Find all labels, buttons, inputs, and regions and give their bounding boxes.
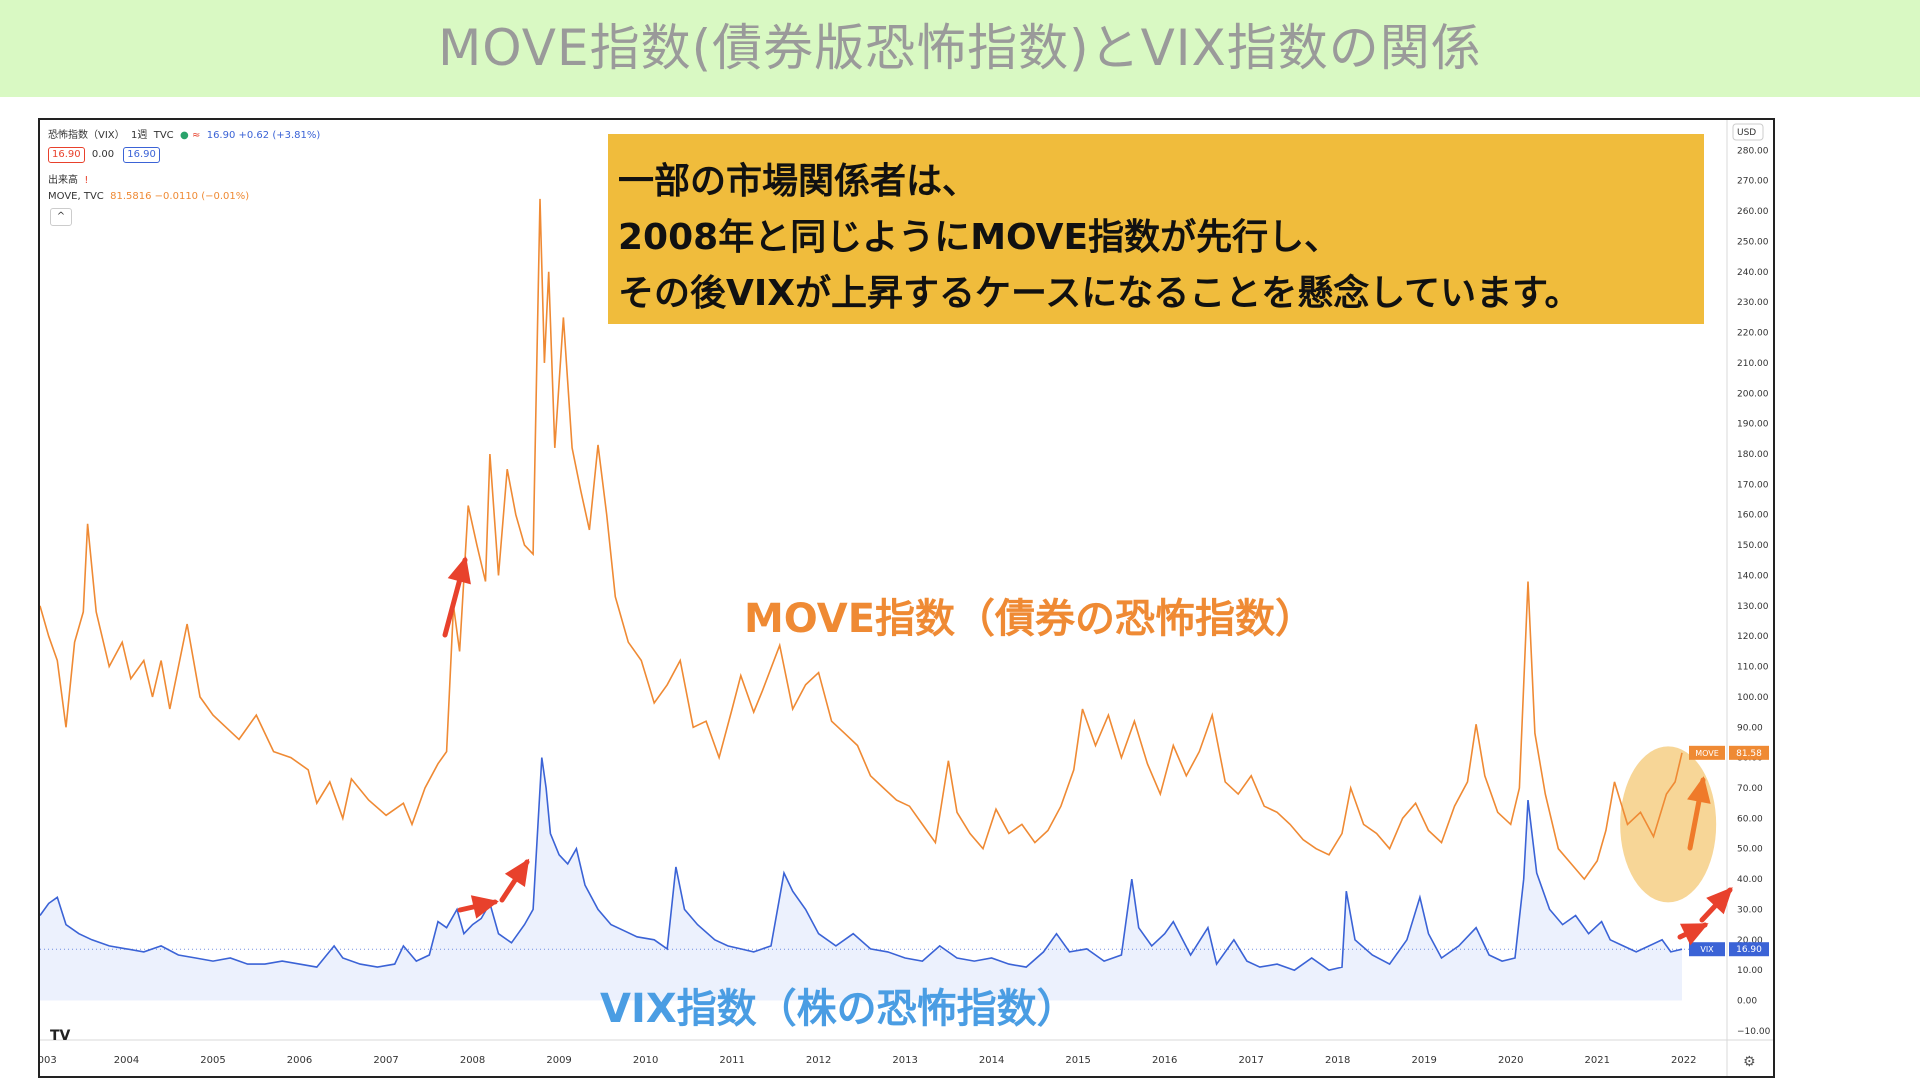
ask-box[interactable]: 16.90 [123,147,160,163]
x-tick-label: 2018 [1325,1055,1350,1066]
currency-selector[interactable] [1732,123,1764,141]
y-tick-label: 190.00 [1737,420,1769,430]
x-tick-label: 2019 [1411,1055,1436,1066]
legend-interval[interactable]: 1週 [131,130,148,141]
y-tick-label: 20.00 [1737,936,1763,946]
page-title: MOVE指数(債券版恐怖指数)とVIX指数の関係 [438,19,1482,77]
x-tick-label: 2017 [1238,1055,1263,1066]
x-tick-label: 2011 [719,1055,744,1066]
move-value-text: 81.58 [1736,749,1762,759]
volume-alert-icon[interactable]: ! [84,175,89,186]
legend-row-4: MOVE, TVC 81.5816 −0.0110 (−0.01%) [48,191,249,202]
collapse-legend-button[interactable]: ^ [50,208,72,226]
y-tick-label: 260.00 [1737,207,1769,217]
y-tick-label: 10.00 [1737,966,1763,976]
waves-icon: ≈ [191,130,201,141]
arrow-vix-2022-a-head [1679,923,1709,946]
x-tick-label: 2009 [546,1055,571,1066]
x-tick-label: 2007 [373,1055,398,1066]
vix-series-label: VIX指数（株の恐怖指数） [600,986,1077,1032]
x-tick-label: 2006 [287,1055,312,1066]
y-tick-label: 0.00 [1737,997,1757,1007]
volume-label: 出来高 [48,175,78,186]
y-tick-label: 220.00 [1737,329,1769,339]
y-tick-label: 230.00 [1737,298,1769,308]
chevron-up-icon: ^ [56,211,66,222]
y-tick-label: 70.00 [1737,784,1763,794]
move-value-tag [1729,745,1769,760]
title-band [0,0,1920,97]
tradingview-logo[interactable]: TV [50,1028,71,1044]
y-tick-label: 180.00 [1737,450,1769,460]
legend-row-1: 恐怖指数（VIX） 1週 TVC ● ≈ 16.90 +0.62 (+3.81%… [48,126,320,141]
y-tick-label: 240.00 [1737,268,1769,278]
x-tick-label: 2010 [633,1055,658,1066]
callout-box: 一部の市場関係者は、 2008年と同じようにMOVE指数が先行し、 その後VIX… [608,134,1704,324]
arrow-move-2008-head [447,556,471,585]
vix-name-text: VIX [1700,945,1714,954]
move-legend[interactable]: MOVE, TVC [48,191,104,202]
y-tick-label: 250.00 [1737,237,1769,247]
y-tick-label: 130.00 [1737,602,1769,612]
x-tick-label: 2021 [1585,1055,1610,1066]
x-tick-label: 2020 [1498,1055,1523,1066]
x-tick-label: 2015 [1065,1055,1090,1066]
vix-series-line[interactable] [40,757,1683,972]
arrow-vix-2008-b-head [504,858,530,887]
x-tick-label: 2005 [200,1055,225,1066]
callout-line-3: その後VIXが上昇するケースになることを懸念しています。 [618,273,1581,314]
move-quote: 81.5816 −0.0110 (−0.01%) [110,191,250,202]
y-tick-label: 210.00 [1737,359,1769,369]
arrow-vix-2008-a-head [470,895,499,919]
legend-source: TVC [153,130,174,141]
arrow-vix-2022-b-head [1706,887,1733,915]
y-tick-label: 200.00 [1737,389,1769,399]
callout-line-2: 2008年と同じようにMOVE指数が先行し、 [618,217,1341,258]
currency-label: USD [1737,128,1756,138]
x-tick-label: 2012 [806,1055,831,1066]
x-tick-label: 2008 [460,1055,485,1066]
y-tick-label: 280.00 [1737,146,1769,156]
y-tick-label: 140.00 [1737,571,1769,581]
highlight-ellipse [1620,746,1717,903]
y-tick-label: 100.00 [1737,693,1769,703]
gear-icon[interactable]: ⚙ [1743,1054,1756,1070]
move-series-label: MOVE指数（債券の恐怖指数） [744,596,1316,642]
y-tick-label: 160.00 [1737,511,1769,521]
x-tick-label: 2016 [1152,1055,1177,1066]
legend-symbol[interactable]: 恐怖指数（VIX） [48,130,125,141]
vix-name-tag [1689,942,1725,957]
move-series-line[interactable] [40,198,1683,881]
callout-line-1: 一部の市場関係者は、 [618,161,979,202]
vix-value-text: 16.90 [1736,945,1762,955]
bid-box[interactable]: 16.90 [48,147,85,163]
legend-quote: 16.90 +0.62 (+3.81%) [206,130,321,141]
legend-row-2: 16.90 0.00 16.90 [48,147,164,163]
chart-svg[interactable]: 280.00 270.00 260.00 250.00 240.00 230.00 220.… [40,120,1773,1076]
y-tick-label: 60.00 [1737,814,1763,824]
y-tick-label: 50.00 [1737,845,1763,855]
y-tick-label: 40.00 [1737,875,1763,885]
move-name-tag [1689,745,1725,760]
y-tick-label: 170.00 [1737,480,1769,490]
y-tick-label: −10.00 [1737,1027,1771,1037]
y-tick-label: 270.00 [1737,177,1769,187]
x-tick-label: 2014 [979,1055,1004,1066]
y-tick-label: 30.00 [1737,905,1763,915]
x-tick-label: 2004 [114,1055,139,1066]
y-tick-label: 90.00 [1737,723,1763,733]
x-tick-label: 2003 [40,1055,57,1066]
status-dot-icon: ● [180,130,189,141]
x-tick-label: 2013 [892,1055,917,1066]
arrow-move-2022-head [1687,776,1711,804]
vix-area [40,757,1682,1001]
y-tick-label: 120.00 [1737,632,1769,642]
move-name-text: MOVE [1695,749,1719,758]
x-tick-label: 2022 [1671,1055,1696,1066]
vix-value-tag [1729,942,1769,957]
y-tick-label: 150.00 [1737,541,1769,551]
legend-row-3: 出来高 ! [48,171,88,186]
y-tick-label: 110.00 [1737,663,1769,673]
spread-value: 0.00 [91,149,115,160]
